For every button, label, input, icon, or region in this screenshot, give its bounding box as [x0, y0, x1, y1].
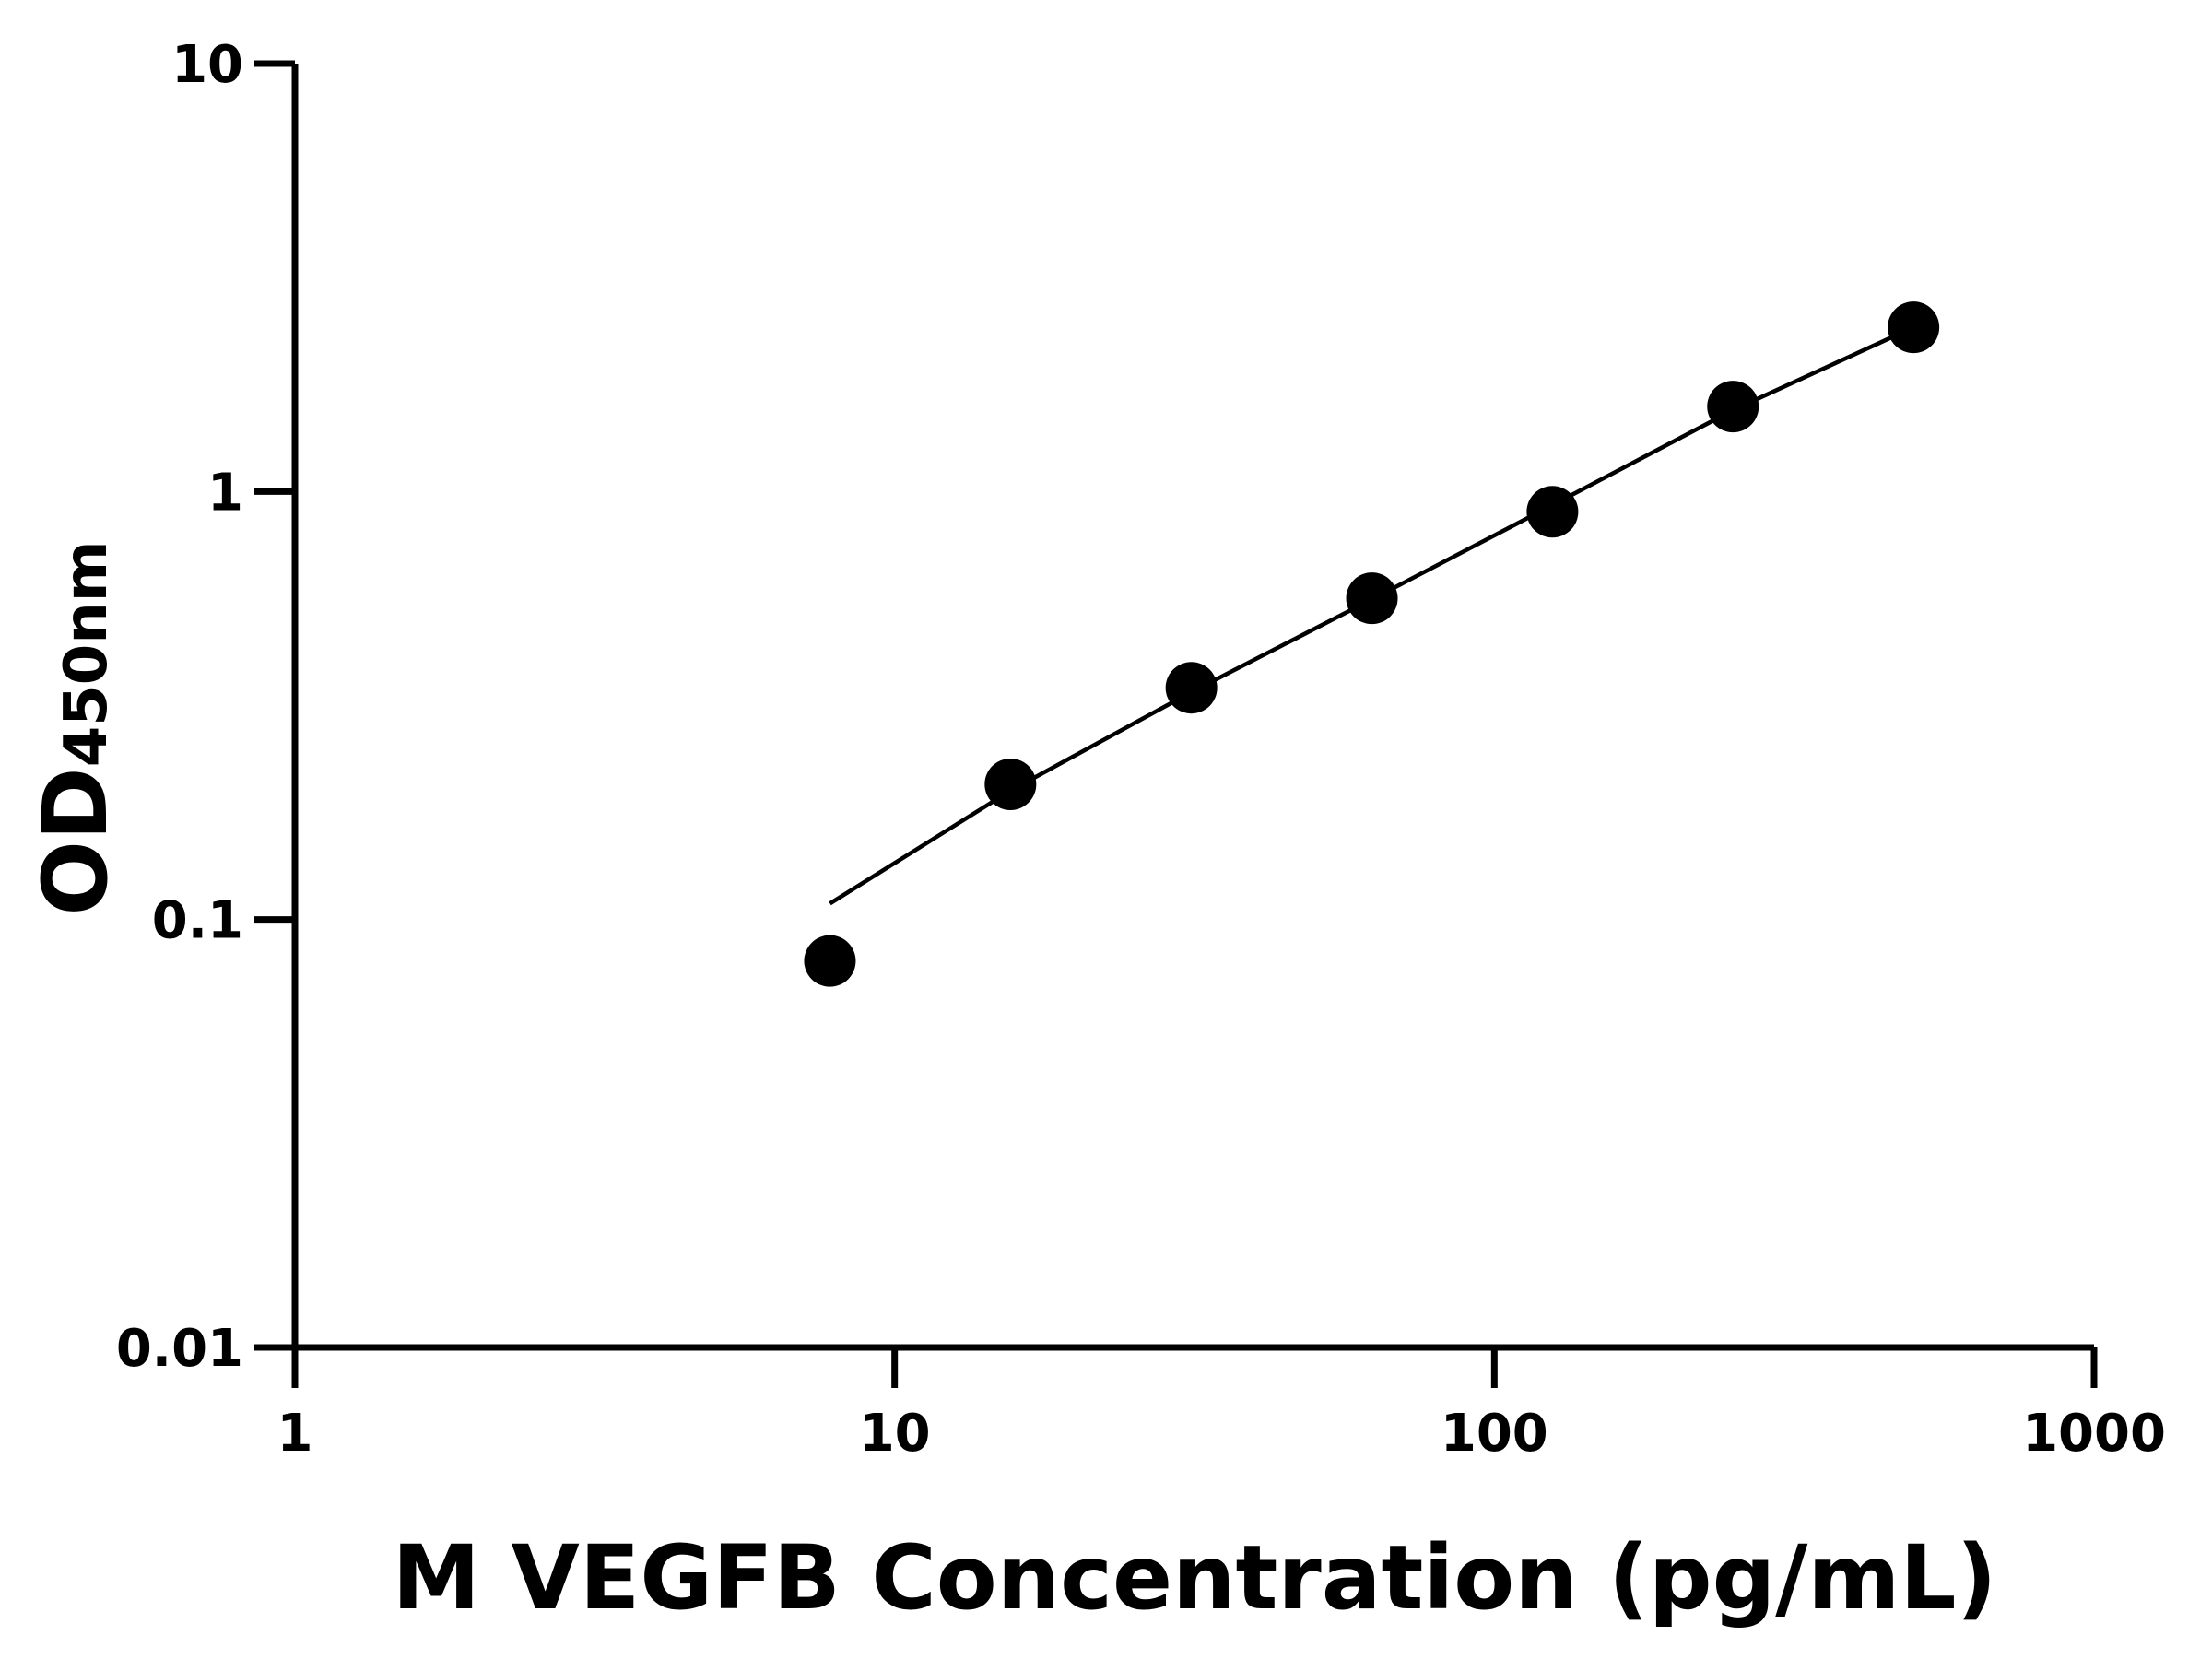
data-point	[1165, 662, 1218, 714]
x-tick-label: 100	[1441, 1404, 1548, 1464]
y-tick-label: 10	[171, 35, 243, 95]
y-tick-label: 0.01	[116, 1319, 243, 1379]
x-tick-label: 1000	[2022, 1404, 2166, 1464]
data-point	[1888, 301, 1940, 354]
x-tick-label: 10	[859, 1404, 931, 1464]
x-tick-label: 1	[277, 1404, 313, 1464]
data-points	[804, 301, 1940, 987]
x-axis-title: M VEGFB Concentration (pg/mL)	[393, 1526, 1997, 1630]
data-point	[1346, 572, 1398, 625]
ticks: 1 10 100 1000 0.01 0.1 1 10	[116, 35, 2166, 1464]
data-point	[1707, 381, 1759, 433]
data-point	[984, 758, 1037, 810]
data-point	[804, 935, 856, 987]
data-point	[1526, 486, 1579, 538]
y-tick-label: 0.1	[152, 891, 243, 951]
y-axis-title-sub: 450nm	[53, 540, 121, 767]
y-tick-label: 1	[207, 463, 243, 523]
axes	[291, 64, 2094, 1351]
y-axis-title-main: OD	[24, 767, 127, 915]
y-axis-title: OD450nm	[24, 540, 127, 915]
